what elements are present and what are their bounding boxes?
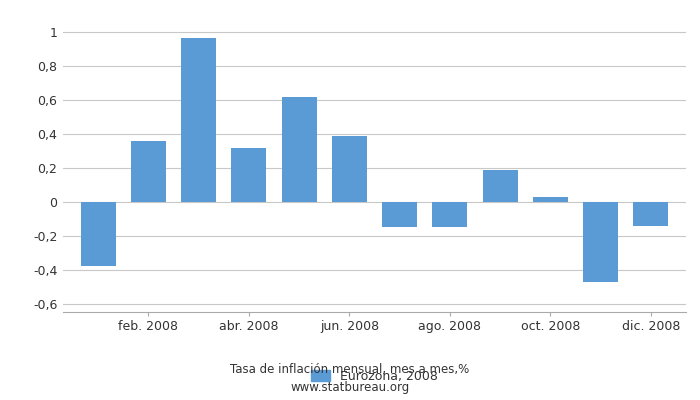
Text: www.statbureau.org: www.statbureau.org (290, 382, 410, 394)
Bar (433, 202, 468, 227)
Bar (634, 202, 668, 226)
Bar (281, 97, 316, 202)
Bar (332, 136, 367, 202)
Bar (533, 197, 568, 202)
Text: Tasa de inflación mensual, mes a mes,%: Tasa de inflación mensual, mes a mes,% (230, 364, 470, 376)
Bar (482, 170, 518, 202)
Bar (80, 202, 116, 266)
Bar (181, 38, 216, 202)
Bar (382, 202, 417, 227)
Bar (131, 141, 166, 202)
Bar (583, 202, 618, 282)
Legend: Eurozona, 2008: Eurozona, 2008 (312, 370, 438, 383)
Bar (231, 148, 267, 202)
